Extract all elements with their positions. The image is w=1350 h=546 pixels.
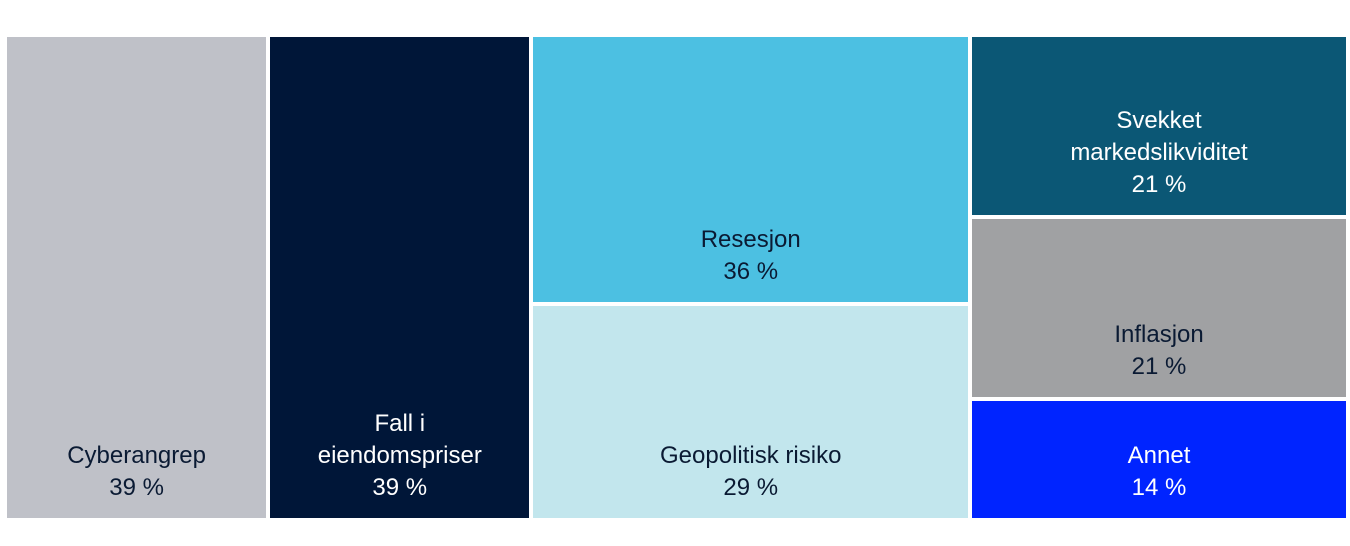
tile: Svekket markedslikviditet 21 %	[972, 37, 1346, 215]
tile-value: 39 %	[372, 474, 428, 501]
tile: Cyberangrep 39 %	[7, 37, 267, 518]
tile: Geopolitisk risiko 29 %	[533, 305, 969, 518]
tile: Fall i eiendomspriser 39 %	[270, 37, 530, 518]
tile: Annet 14 %	[972, 400, 1346, 518]
tile-label: Geopolitisk risiko	[660, 441, 842, 469]
tile-label: Resesjon	[700, 225, 801, 253]
tile-value: 36 %	[723, 257, 779, 285]
tile-value: 14 %	[1131, 474, 1187, 501]
tile-value: 21 %	[1131, 170, 1187, 198]
tile-label: Inflasjon	[1114, 320, 1204, 348]
tile-value: 29 %	[723, 473, 779, 501]
tile: Inflasjon 21 %	[972, 218, 1346, 397]
tile: Resesjon 36 %	[533, 37, 969, 302]
tile-label: Fall i eiendomspriser	[317, 410, 482, 469]
tile-label: Svekket markedslikviditet	[1070, 106, 1248, 166]
tile-label: Annet	[1127, 442, 1191, 469]
tile-label: Cyberangrep	[67, 442, 206, 469]
tile-value: 21 %	[1131, 352, 1187, 380]
tile-value: 39 %	[109, 474, 164, 501]
